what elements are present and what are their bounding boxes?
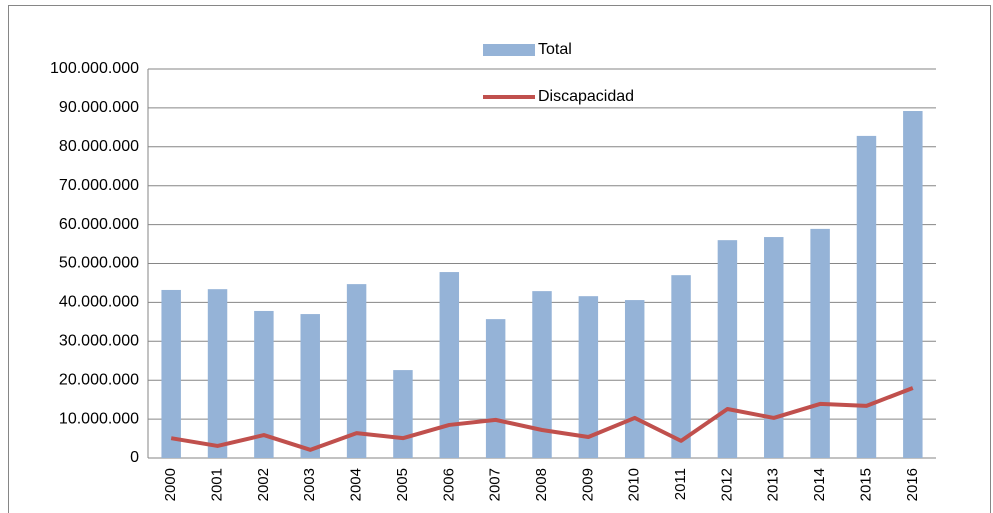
y-tick-label: 100.000.000 <box>50 60 139 77</box>
bar <box>578 296 599 458</box>
bar <box>254 310 274 458</box>
bar <box>903 111 923 459</box>
y-tick-label: 50.000.000 <box>59 255 139 272</box>
bar <box>485 319 506 458</box>
y-tick-label: 90.000.000 <box>59 99 139 116</box>
x-tick-label: 2005 <box>394 468 411 501</box>
x-tick-label: 2008 <box>533 468 550 501</box>
legend-swatch <box>483 44 535 56</box>
bar <box>671 275 691 458</box>
bar <box>439 272 460 458</box>
bar <box>532 291 552 458</box>
x-tick-label: 2007 <box>487 468 504 501</box>
y-tick-label: 0 <box>130 449 139 466</box>
bar <box>393 370 413 458</box>
x-tick-label: 2016 <box>904 468 921 501</box>
line <box>170 386 914 452</box>
legend-label: Total <box>538 41 572 58</box>
bar <box>300 314 320 458</box>
y-tick-label: 20.000.000 <box>59 371 139 388</box>
x-tick-label: 2009 <box>579 468 596 501</box>
x-tick-label: 2001 <box>208 468 225 501</box>
x-tick-label: 2006 <box>440 468 457 501</box>
bar <box>717 240 738 458</box>
y-tick-label: 40.000.000 <box>59 294 139 311</box>
y-tick-label: 70.000.000 <box>59 177 139 194</box>
bar <box>856 135 877 458</box>
x-tick-label: 2012 <box>718 468 735 501</box>
bar <box>624 300 645 458</box>
x-tick-label: 2013 <box>765 468 782 501</box>
bar <box>161 289 181 458</box>
x-tick-label: 2010 <box>626 468 643 501</box>
bar <box>346 284 367 458</box>
y-tick-label: 10.000.000 <box>59 410 139 427</box>
y-tick-label: 30.000.000 <box>59 333 139 350</box>
legend-label: Discapacidad <box>538 88 634 105</box>
y-tick-label: 60.000.000 <box>59 216 139 233</box>
y-tick-label: 80.000.000 <box>59 138 139 155</box>
bar <box>764 237 784 458</box>
x-tick-label: 2011 <box>672 468 689 500</box>
x-tick-label: 2015 <box>857 468 874 501</box>
bar <box>207 289 228 458</box>
x-tick-label: 2014 <box>811 468 828 501</box>
bar <box>810 228 830 458</box>
x-tick-label: 2000 <box>162 468 179 501</box>
x-tick-label: 2002 <box>255 468 272 501</box>
x-tick-label: 2003 <box>301 468 318 501</box>
x-tick-label: 2004 <box>348 468 365 501</box>
